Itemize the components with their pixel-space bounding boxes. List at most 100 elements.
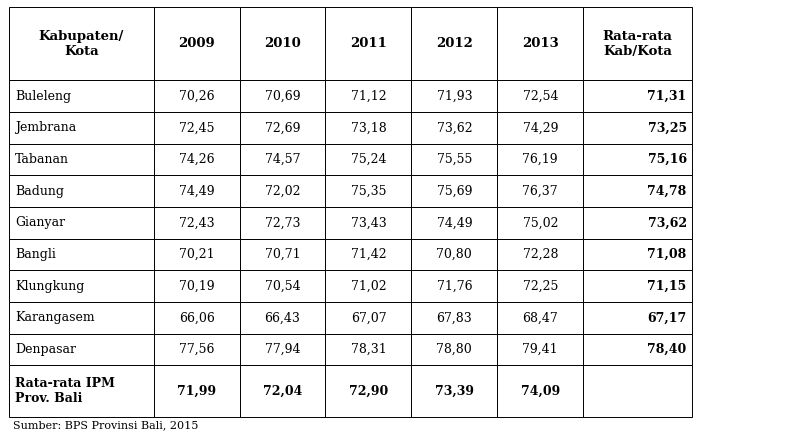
Text: 75,35: 75,35 (351, 185, 386, 198)
Bar (411, 207, 498, 239)
Text: 72,54: 72,54 (523, 90, 558, 103)
Text: 71,31: 71,31 (648, 90, 687, 103)
Bar (153, 239, 240, 270)
Bar (9, 334, 153, 366)
Text: 2011: 2011 (350, 37, 387, 50)
Text: 2012: 2012 (436, 37, 473, 50)
Text: 72,43: 72,43 (178, 216, 215, 229)
Bar (240, 302, 325, 334)
Bar (9, 302, 153, 334)
Bar (325, 112, 411, 144)
Bar (153, 80, 240, 112)
Bar (325, 80, 411, 112)
Text: 74,09: 74,09 (520, 384, 560, 397)
Text: 73,39: 73,39 (435, 384, 474, 397)
Text: 72,02: 72,02 (265, 185, 300, 198)
Bar (498, 7, 583, 80)
Text: Sumber: BPS Provinsi Bali, 2015: Sumber: BPS Provinsi Bali, 2015 (13, 420, 199, 430)
Text: 66,43: 66,43 (265, 311, 300, 324)
Bar (240, 207, 325, 239)
Bar (583, 7, 692, 80)
Bar (153, 175, 240, 207)
Text: Buleleng: Buleleng (15, 90, 71, 103)
Bar (240, 239, 325, 270)
Bar (9, 80, 153, 112)
Text: 73,62: 73,62 (648, 216, 687, 229)
Text: 75,02: 75,02 (523, 216, 558, 229)
Bar (240, 175, 325, 207)
Text: 74,29: 74,29 (523, 121, 558, 134)
Text: 78,31: 78,31 (351, 343, 387, 356)
Text: 74,49: 74,49 (178, 185, 215, 198)
Bar (498, 366, 583, 417)
Text: Rata-rata
Kab/Kota: Rata-rata Kab/Kota (603, 30, 673, 57)
Text: 73,43: 73,43 (351, 216, 387, 229)
Bar (153, 207, 240, 239)
Text: 70,19: 70,19 (178, 280, 215, 293)
Text: 71,76: 71,76 (436, 280, 472, 293)
Text: Jembrana: Jembrana (15, 121, 76, 134)
Text: Kabupaten/
Kota: Kabupaten/ Kota (39, 30, 124, 57)
Bar (9, 7, 153, 80)
Bar (583, 334, 692, 366)
Bar (240, 80, 325, 112)
Bar (498, 144, 583, 175)
Bar (411, 239, 498, 270)
Text: 74,57: 74,57 (265, 153, 300, 166)
Text: 72,73: 72,73 (265, 216, 300, 229)
Text: 72,90: 72,90 (349, 384, 388, 397)
Bar (153, 270, 240, 302)
Text: Karangasem: Karangasem (15, 311, 94, 324)
Text: 72,25: 72,25 (523, 280, 558, 293)
Bar (583, 239, 692, 270)
Text: Klungkung: Klungkung (15, 280, 84, 293)
Bar (411, 7, 498, 80)
Bar (9, 270, 153, 302)
Text: 76,19: 76,19 (523, 153, 558, 166)
Text: 2009: 2009 (178, 37, 215, 50)
Bar (498, 334, 583, 366)
Bar (325, 207, 411, 239)
Bar (325, 7, 411, 80)
Bar (9, 207, 153, 239)
Bar (498, 207, 583, 239)
Bar (9, 239, 153, 270)
Bar (325, 270, 411, 302)
Text: 71,12: 71,12 (351, 90, 386, 103)
Bar (583, 207, 692, 239)
Text: 71,93: 71,93 (436, 90, 472, 103)
Text: 73,25: 73,25 (648, 121, 687, 134)
Text: 70,71: 70,71 (265, 248, 300, 261)
Bar (583, 112, 692, 144)
Text: 72,04: 72,04 (263, 384, 303, 397)
Text: 71,08: 71,08 (648, 248, 687, 261)
Text: 2010: 2010 (264, 37, 301, 50)
Bar (325, 175, 411, 207)
Bar (325, 239, 411, 270)
Bar (583, 144, 692, 175)
Bar (583, 302, 692, 334)
Bar (240, 7, 325, 80)
Bar (411, 144, 498, 175)
Bar (498, 239, 583, 270)
Text: 78,40: 78,40 (648, 343, 687, 356)
Bar (411, 112, 498, 144)
Text: 71,15: 71,15 (648, 280, 687, 293)
Text: 67,07: 67,07 (351, 311, 386, 324)
Bar (325, 366, 411, 417)
Bar (325, 144, 411, 175)
Text: 75,16: 75,16 (648, 153, 687, 166)
Text: 72,69: 72,69 (265, 121, 300, 134)
Text: 75,24: 75,24 (351, 153, 386, 166)
Text: 74,49: 74,49 (436, 216, 472, 229)
Bar (411, 366, 498, 417)
Text: Gianyar: Gianyar (15, 216, 65, 229)
Bar (411, 270, 498, 302)
Text: Rata-rata IPM
Prov. Bali: Rata-rata IPM Prov. Bali (15, 377, 115, 405)
Bar (9, 112, 153, 144)
Bar (153, 334, 240, 366)
Text: 71,42: 71,42 (351, 248, 386, 261)
Bar (498, 302, 583, 334)
Bar (411, 334, 498, 366)
Bar (9, 144, 153, 175)
